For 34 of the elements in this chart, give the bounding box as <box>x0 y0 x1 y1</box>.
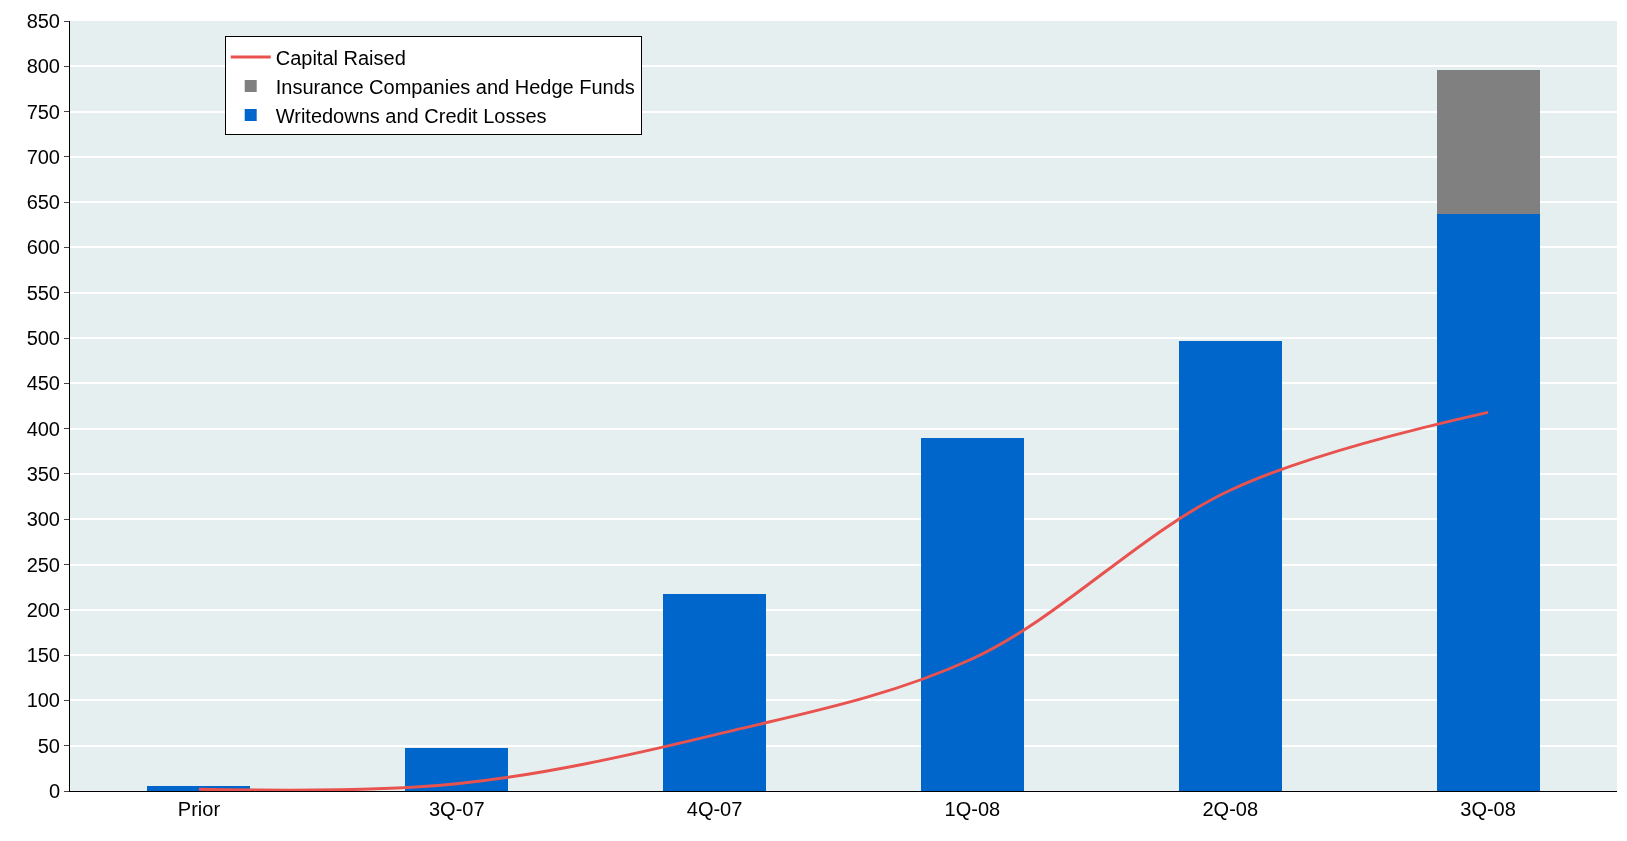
y-tick-label: 350 <box>26 462 60 485</box>
legend-label: Writedowns and Credit Losses <box>275 104 547 127</box>
bar <box>405 748 509 791</box>
y-tick-label: 700 <box>26 145 60 168</box>
y-tick-label: 800 <box>26 55 60 78</box>
x-tick-label: 2Q-08 <box>1202 798 1259 820</box>
x-tick-label: 4Q-07 <box>686 798 743 820</box>
y-tick-label: 650 <box>26 191 60 214</box>
y-tick-label: 200 <box>26 598 60 621</box>
x-tick-label: Prior <box>177 798 221 820</box>
y-tick-label: 400 <box>26 417 60 440</box>
x-tick-label: 3Q-08 <box>1460 798 1516 820</box>
bar <box>1436 213 1540 791</box>
y-tick-label: 850 <box>26 10 60 32</box>
y-tick-label: 300 <box>26 508 60 531</box>
x-tick-label: 3Q-07 <box>428 798 485 820</box>
y-tick-label: 250 <box>26 553 60 576</box>
y-tick-label: 500 <box>26 327 60 350</box>
y-tick-label: 750 <box>26 100 60 123</box>
y-tick-label: 600 <box>26 236 60 259</box>
legend-label: Capital Raised <box>275 46 406 69</box>
bar <box>920 437 1024 791</box>
y-tick-label: 550 <box>26 281 60 304</box>
y-tick-label: 0 <box>48 780 60 802</box>
bar <box>1436 69 1540 214</box>
y-tick-label: 100 <box>26 689 60 712</box>
bar <box>1178 340 1282 791</box>
x-tick-label: 1Q-08 <box>944 798 1001 820</box>
line-series <box>197 410 1490 791</box>
y-tick-label: 150 <box>26 644 60 667</box>
y-tick-label: 50 <box>37 734 60 757</box>
y-tick-label: 450 <box>26 372 60 395</box>
bar <box>663 593 767 791</box>
legend-label: Insurance Companies and Hedge Funds <box>275 75 635 98</box>
